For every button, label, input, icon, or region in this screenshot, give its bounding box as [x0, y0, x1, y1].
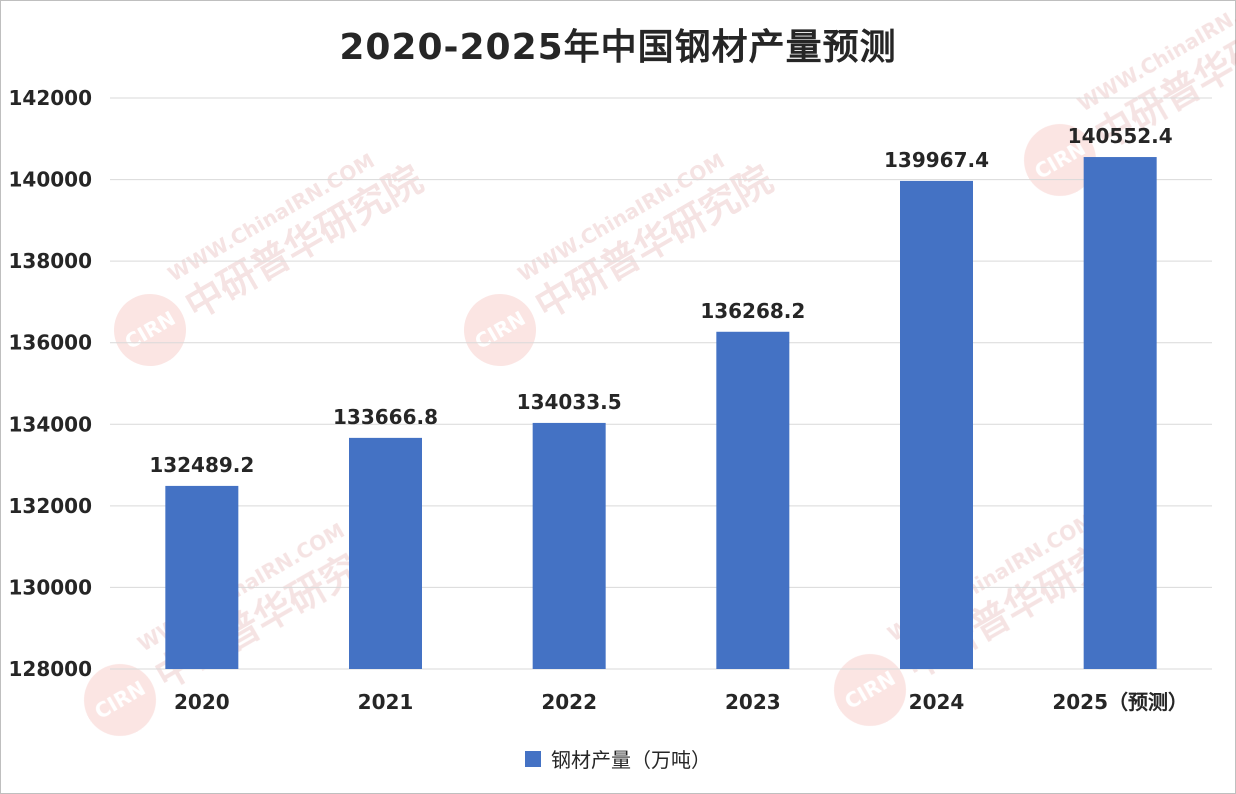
bar	[900, 180, 973, 669]
x-tick-label: 2024	[909, 690, 965, 714]
watermark-logo	[834, 654, 906, 726]
x-tick-label: 2025（预测）	[1052, 690, 1188, 714]
data-label: 132489.2	[149, 453, 254, 477]
data-label: 136268.2	[700, 299, 805, 323]
watermark-logo	[1024, 124, 1096, 196]
watermark-logo	[464, 294, 536, 366]
watermark-logo	[114, 294, 186, 366]
y-tick-label: 128000	[9, 657, 93, 681]
legend-label: 钢材产量（万吨）	[551, 748, 711, 772]
data-label: 139967.4	[884, 148, 989, 172]
bar	[532, 422, 606, 669]
y-tick-label: 134000	[9, 412, 93, 436]
bar	[349, 437, 422, 669]
bar	[716, 331, 790, 669]
bar	[1083, 157, 1157, 670]
x-axis: 2020 2021 2022 2023 2024 2025（预测）	[174, 690, 1188, 714]
y-tick-label: 132000	[9, 494, 93, 518]
data-label: 133666.8	[333, 405, 438, 429]
x-tick-label: 2020	[174, 690, 230, 714]
gridlines	[110, 97, 1212, 670]
data-label: 134033.5	[517, 390, 622, 414]
y-tick-label: 138000	[9, 249, 93, 273]
watermark-layer: CIRNWWW.ChinaIRN.COM中研普华研究院CIRNWWW.China…	[84, 0, 1236, 736]
watermark-logo	[84, 664, 156, 736]
bar	[165, 485, 239, 669]
data-label: 140552.4	[1068, 124, 1173, 148]
y-tick-label: 142000	[9, 86, 93, 110]
chart-title: 2020-2025年中国钢材产量预测	[339, 27, 897, 68]
bars	[165, 157, 1157, 670]
x-tick-label: 2023	[725, 690, 781, 714]
legend-swatch	[525, 750, 541, 767]
y-tick-label: 140000	[9, 168, 93, 192]
legend: 钢材产量（万吨）	[0, 744, 1236, 773]
y-tick-label: 130000	[9, 575, 93, 599]
y-tick-label: 136000	[9, 331, 93, 355]
y-axis: 128000 130000 132000 134000 136000 138000 1400…	[9, 86, 93, 681]
data-labels: 132489.2 133666.8 134033.5 136268.2 139967.4…	[149, 124, 1172, 477]
x-tick-label: 2021	[358, 690, 414, 714]
x-tick-label: 2022	[541, 690, 597, 714]
